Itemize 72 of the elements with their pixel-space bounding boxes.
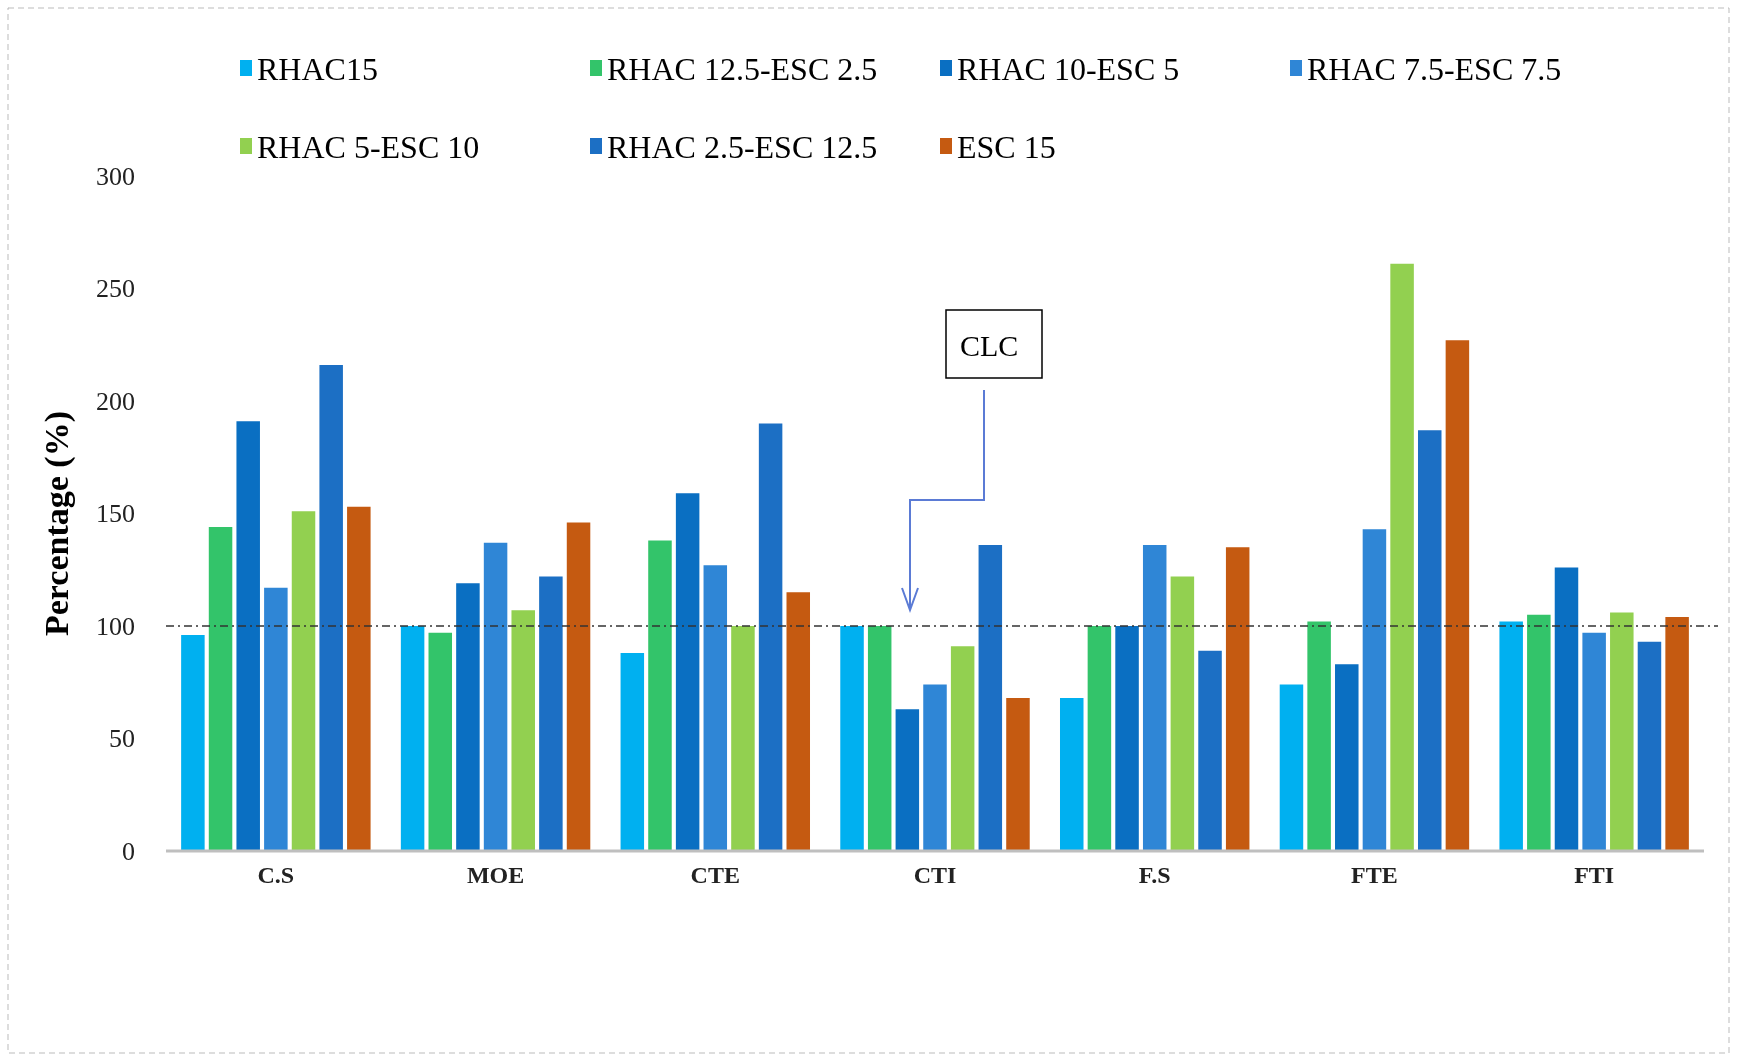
bar bbox=[1006, 698, 1030, 851]
bar bbox=[1059, 698, 1084, 851]
x-tick-label: C.S bbox=[257, 862, 295, 889]
bar bbox=[1665, 617, 1689, 851]
bar bbox=[511, 610, 535, 851]
bar bbox=[1170, 576, 1195, 851]
bar bbox=[1115, 626, 1139, 851]
bar bbox=[1198, 650, 1222, 851]
bar bbox=[950, 646, 975, 851]
legend-label: RHAC 10-ESC 5 bbox=[957, 51, 1180, 87]
y-tick-label: 150 bbox=[96, 499, 135, 529]
bar bbox=[539, 576, 563, 851]
bar bbox=[758, 423, 783, 851]
bar bbox=[1307, 621, 1331, 851]
y-tick-label: 50 bbox=[109, 724, 135, 754]
bar bbox=[675, 493, 700, 851]
legend-label: RHAC 12.5-ESC 2.5 bbox=[607, 51, 878, 87]
y-tick-label: 200 bbox=[96, 386, 135, 416]
bar bbox=[347, 506, 371, 851]
bar bbox=[1417, 430, 1442, 851]
x-tick-label: FTI bbox=[1574, 862, 1615, 889]
bar bbox=[208, 527, 233, 851]
bar bbox=[620, 653, 645, 851]
bar bbox=[1582, 632, 1606, 851]
x-tick-label: CTI bbox=[913, 862, 957, 889]
bar bbox=[181, 635, 205, 851]
bar bbox=[1445, 340, 1470, 851]
y-tick-label: 250 bbox=[96, 274, 135, 304]
bar bbox=[264, 587, 288, 851]
bar bbox=[236, 421, 260, 851]
bar bbox=[566, 522, 591, 851]
bar bbox=[895, 709, 920, 851]
bar bbox=[483, 542, 508, 851]
bar bbox=[1335, 664, 1359, 851]
bar bbox=[648, 540, 672, 851]
bar bbox=[1279, 684, 1304, 851]
bar bbox=[1637, 641, 1662, 851]
bar bbox=[1527, 614, 1551, 851]
bar bbox=[400, 626, 425, 851]
bar bbox=[291, 511, 316, 851]
bar bbox=[840, 626, 864, 851]
legend-label: RHAC 2.5-ESC 12.5 bbox=[607, 129, 878, 165]
bar bbox=[731, 626, 755, 851]
bar bbox=[1390, 263, 1414, 851]
bar bbox=[1610, 612, 1634, 851]
y-tick-label: 300 bbox=[96, 161, 135, 191]
legend-label: RHAC 7.5-ESC 7.5 bbox=[1307, 51, 1562, 87]
bar bbox=[786, 592, 811, 851]
bar bbox=[867, 626, 892, 851]
bar bbox=[978, 545, 1003, 851]
bar bbox=[1554, 567, 1579, 851]
bar bbox=[319, 365, 343, 851]
y-tick-label: 100 bbox=[96, 611, 135, 641]
x-tick-label: CTE bbox=[690, 862, 740, 889]
annotation: CLC bbox=[960, 329, 1019, 362]
bar bbox=[1225, 547, 1250, 851]
x-tick-label: MOE bbox=[466, 862, 525, 889]
bar bbox=[703, 565, 728, 851]
x-tick-label: FTE bbox=[1351, 862, 1398, 889]
y-tick-label: 0 bbox=[122, 836, 135, 866]
legend-label: ESC 15 bbox=[957, 129, 1056, 165]
bar bbox=[1362, 529, 1387, 851]
bar bbox=[428, 632, 453, 851]
legend-label: RHAC15 bbox=[257, 51, 378, 87]
legend-label: RHAC 5-ESC 10 bbox=[257, 129, 480, 165]
bar bbox=[1142, 545, 1167, 851]
bar bbox=[456, 583, 480, 851]
bar bbox=[1087, 626, 1112, 851]
x-tick-label: F.S bbox=[1138, 862, 1171, 889]
bar bbox=[1499, 621, 1523, 851]
bar bbox=[923, 684, 947, 851]
y-axis-title: Percentage (%) bbox=[38, 411, 76, 636]
